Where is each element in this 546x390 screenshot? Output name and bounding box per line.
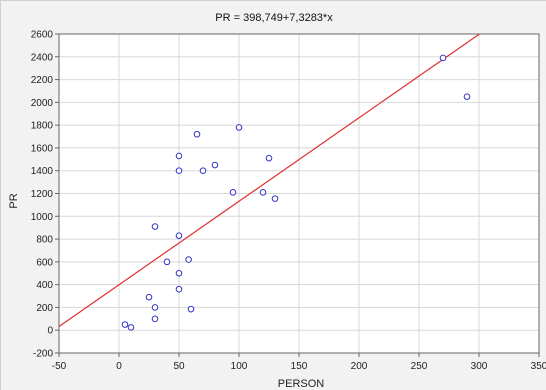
x-tick-label: 300 (471, 361, 488, 372)
y-tick-label: 2000 (31, 98, 54, 109)
data-point (259, 189, 267, 196)
data-point (175, 285, 183, 293)
x-tick-label: 250 (411, 361, 428, 372)
data-point (121, 321, 129, 328)
data-point (229, 189, 237, 196)
data-point (151, 315, 159, 323)
y-axis-title: PR (8, 193, 20, 208)
y-tick-label: 0 (47, 326, 53, 337)
y-tick-label: 1600 (31, 143, 54, 154)
y-tick-label: 2400 (31, 52, 54, 63)
x-axis-title: PERSON (278, 378, 325, 390)
data-point (211, 161, 219, 169)
y-tick-label: 600 (36, 257, 53, 268)
data-point (175, 232, 183, 239)
y-tick-label: -200 (33, 349, 53, 360)
y-tick-label: 1800 (31, 121, 54, 132)
data-point (151, 223, 159, 230)
data-point (151, 304, 159, 311)
data-point (439, 54, 447, 62)
y-tick-label: 1000 (31, 212, 54, 223)
y-tick-label: 1200 (31, 189, 54, 200)
y-tick-label: 1400 (31, 166, 54, 177)
data-point (271, 195, 279, 202)
x-tick-label: 0 (116, 361, 122, 372)
data-point (145, 293, 153, 301)
data-point (265, 154, 273, 162)
x-tick-label: 150 (291, 361, 308, 372)
data-point (187, 305, 195, 313)
data-point (163, 258, 171, 266)
x-tick-label: -50 (52, 361, 67, 372)
data-point (175, 167, 183, 175)
x-tick-label: 200 (351, 361, 368, 372)
x-tick-label: 50 (173, 361, 185, 372)
y-tick-label: 2600 (31, 30, 54, 41)
y-tick-label: 400 (36, 280, 53, 291)
data-point (463, 93, 471, 100)
y-tick-label: 800 (36, 235, 53, 246)
data-point (193, 130, 201, 138)
data-point (199, 167, 207, 175)
data-point (185, 256, 192, 263)
regression-line (58, 33, 480, 328)
data-point (127, 324, 135, 331)
x-tick-label: 350 (531, 361, 546, 372)
data-point (175, 152, 183, 160)
chart-title: PR = 398,749+7,3283*x (215, 12, 333, 24)
y-tick-label: 200 (36, 303, 53, 314)
data-point (235, 124, 243, 131)
x-tick-label: 100 (231, 361, 248, 372)
plot-area: -50 0 50 100 150 200 250 300 350 -200 0 200 400 600 80… (31, 30, 546, 373)
data-point (175, 269, 183, 277)
y-tick-label: 2200 (31, 75, 54, 86)
